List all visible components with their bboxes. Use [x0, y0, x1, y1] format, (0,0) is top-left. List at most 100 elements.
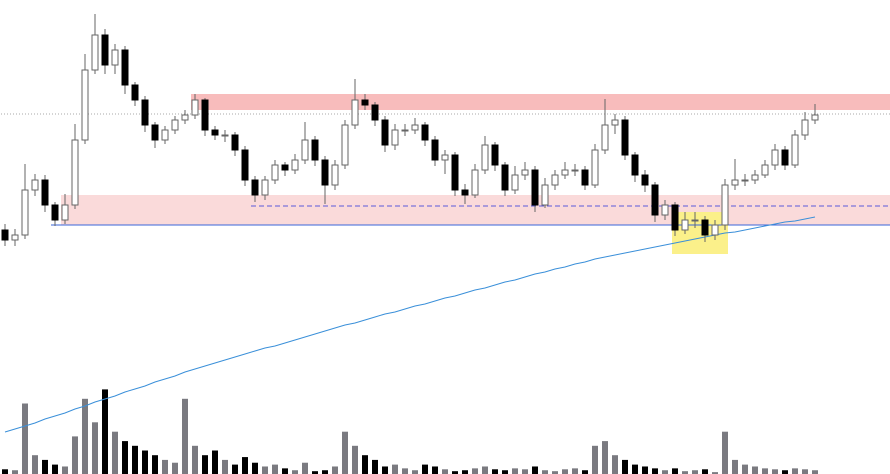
- volume-bar: [272, 464, 278, 474]
- volume-bar: [12, 470, 18, 474]
- candle-body: [441, 154, 449, 161]
- candle-body: [761, 164, 769, 176]
- candle-body: [311, 139, 319, 161]
- volume-bar: [492, 469, 498, 474]
- volume-bar: [442, 469, 448, 474]
- volume-bar: [452, 471, 458, 474]
- volume-bar: [252, 462, 258, 474]
- volume-bar: [712, 472, 718, 474]
- volume-bar: [812, 470, 818, 474]
- volume-bar: [182, 398, 188, 474]
- volume-bar: [412, 470, 418, 474]
- candle-body: [341, 124, 349, 166]
- candle-body: [591, 149, 599, 186]
- candle-body: [381, 119, 389, 146]
- volume-bar: [142, 450, 148, 474]
- candle-body: [251, 179, 259, 196]
- candle-body: [401, 129, 409, 132]
- volume-bar: [172, 462, 178, 474]
- volume-bar: [632, 464, 638, 474]
- volume-bar: [312, 471, 318, 474]
- candle-body: [261, 179, 269, 196]
- candle-body: [171, 119, 179, 131]
- candle-body: [231, 134, 239, 151]
- candle-body: [61, 204, 69, 221]
- volume-bar: [522, 469, 528, 474]
- candle-body: [11, 234, 19, 241]
- volume-bar: [222, 459, 228, 474]
- volume-bar: [482, 466, 488, 474]
- volume-bar: [772, 469, 778, 474]
- volume-bar: [322, 470, 328, 474]
- candle-body: [551, 174, 559, 186]
- volume-bar: [572, 468, 578, 474]
- candle-body: [601, 124, 609, 151]
- candle-body: [431, 139, 439, 161]
- candle-body: [641, 174, 649, 186]
- candle-body: [661, 204, 669, 216]
- candle-body: [681, 219, 689, 231]
- candle-body: [291, 159, 299, 171]
- volume-bar: [502, 470, 508, 474]
- volume-bar: [542, 470, 548, 474]
- candle-body: [331, 164, 339, 186]
- candle-body: [751, 174, 759, 181]
- volume-bar: [802, 469, 808, 474]
- volume-bar: [122, 441, 128, 474]
- zone: [191, 94, 890, 110]
- candle-body: [101, 34, 109, 66]
- volume-bar: [662, 470, 668, 474]
- volume-bar: [112, 431, 118, 474]
- candle-body: [811, 114, 819, 121]
- candle-body: [711, 224, 719, 236]
- candle-body: [581, 169, 589, 186]
- volume-bar: [792, 468, 798, 474]
- candle-body: [221, 134, 229, 137]
- candle-body: [31, 179, 39, 191]
- candle-body: [111, 49, 119, 66]
- candle-body: [141, 99, 149, 126]
- volume-bar: [742, 464, 748, 474]
- candle-body: [81, 69, 89, 141]
- candle-body: [511, 174, 519, 191]
- candle-body: [471, 169, 479, 196]
- candle-body: [721, 184, 729, 226]
- candle-body: [531, 169, 539, 206]
- candle-body: [51, 204, 59, 221]
- candle-body: [541, 184, 549, 206]
- candle-body: [411, 124, 419, 131]
- candle-body: [71, 139, 79, 206]
- candle-body: [151, 124, 159, 141]
- candle-body: [321, 159, 329, 186]
- volume-bar: [102, 389, 108, 474]
- volume-bar: [362, 455, 368, 474]
- candle-body: [801, 119, 809, 136]
- candle-body: [491, 144, 499, 166]
- candle-body: [611, 119, 619, 126]
- volume-bar: [552, 471, 558, 474]
- volume-bar: [132, 445, 138, 474]
- volume-bar: [422, 464, 428, 474]
- candle-body: [351, 99, 359, 126]
- candle-body: [501, 164, 509, 191]
- volume-bar: [2, 469, 8, 474]
- volume-bar: [652, 468, 658, 474]
- volume-bar: [532, 466, 538, 474]
- candle-body: [701, 219, 709, 236]
- volume-bar: [32, 455, 38, 474]
- volume-bar: [162, 459, 168, 474]
- volume-bar: [262, 466, 268, 474]
- candle-body: [391, 129, 399, 146]
- volume-bar: [762, 468, 768, 474]
- candle-body: [301, 139, 309, 161]
- volume-bar: [472, 468, 478, 474]
- moving-average: [4, 216, 816, 433]
- volume-bar: [382, 466, 388, 474]
- volume-bar: [202, 455, 208, 474]
- candle-body: [461, 189, 469, 196]
- volume-bar: [512, 468, 518, 474]
- candle-body: [741, 179, 749, 182]
- candle-body: [561, 169, 569, 176]
- volume-bar: [392, 464, 398, 474]
